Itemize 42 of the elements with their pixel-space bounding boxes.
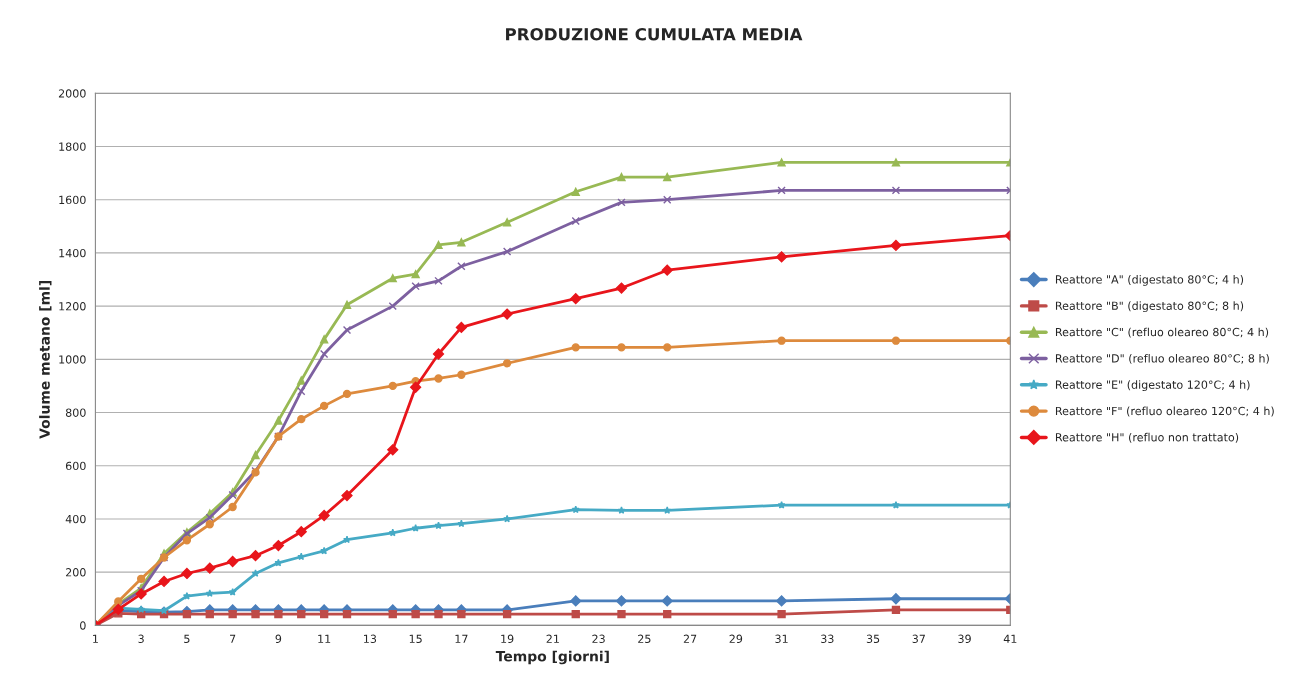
x-tick-label: 21	[546, 634, 559, 643]
x-tick-label: 27	[683, 634, 697, 643]
x-tick-label: 23	[592, 634, 605, 643]
x-tick-label: 31	[775, 634, 788, 643]
y-tick-label: 400	[65, 514, 86, 524]
x-tick-label: 11	[318, 634, 331, 643]
legend-label: Reattore "D" (refluo oleareo 80°C; 8 h)	[1055, 353, 1269, 364]
y-tick-label: 200	[65, 568, 86, 577]
x-tick-label: 37	[912, 634, 925, 643]
y-axis-title: Volume metano [ml]	[39, 281, 52, 439]
chart-title: PRODUZIONE CUMULATA MEDIA	[506, 27, 803, 41]
y-tick-label: 1800	[59, 142, 86, 151]
x-tick-label: 19	[501, 634, 514, 643]
x-axis-title: Tempo [giorni]	[495, 650, 609, 665]
x-tick-label: 7	[230, 634, 236, 643]
legend-label: Reattore "C" (refluo oleareo 80°C; 4 h)	[1055, 327, 1269, 338]
legend-label: Reattore "H" (refluo non trattato)	[1055, 432, 1239, 443]
x-tick-label: 17	[455, 634, 468, 643]
y-tick-label: 2000	[58, 89, 86, 98]
x-tick-label: 15	[409, 634, 422, 643]
legend-label: Reattore "A" (digestato 80°C; 4 h)	[1055, 275, 1244, 286]
y-tick-label: 1400	[59, 248, 86, 258]
x-tick-label: 39	[958, 634, 971, 643]
x-tick-label: 41	[1003, 634, 1017, 643]
y-tick-label: 800	[65, 408, 86, 417]
legend-label: Reattore "B" (digestato 80°C; 8 h)	[1055, 301, 1244, 313]
x-tick-label: 33	[821, 634, 834, 643]
x-tick-label: 3	[138, 634, 144, 643]
x-tick-label: 25	[638, 634, 651, 643]
x-tick-label: 35	[866, 634, 880, 643]
x-tick-label: 29	[729, 634, 743, 643]
y-tick-label: 0	[80, 621, 86, 630]
y-tick-label: 600	[65, 461, 86, 471]
legend-label: Reattore "F" (refluo oleareo 120°C; 4 h)	[1055, 406, 1274, 417]
x-tick-label: 1	[93, 634, 98, 643]
legend-label: Reattore "E" (digestato 120°C; 4 h)	[1055, 380, 1250, 392]
y-tick-label: 1200	[59, 302, 86, 311]
x-tick-label: 9	[275, 634, 282, 643]
y-tick-label: 1000	[59, 355, 86, 364]
x-tick-label: 5	[184, 634, 190, 643]
x-tick-label: 13	[364, 634, 377, 643]
y-tick-label: 1600	[59, 195, 86, 205]
